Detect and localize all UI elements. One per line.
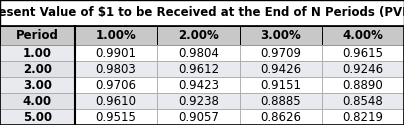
Text: 3.00%: 3.00% — [261, 29, 301, 42]
Text: 0.9901: 0.9901 — [95, 47, 137, 60]
Text: 0.9151: 0.9151 — [260, 79, 301, 92]
Bar — [75, 77, 157, 93]
Bar — [0, 109, 75, 125]
Text: 0.8626: 0.8626 — [260, 110, 301, 124]
Text: 0.9423: 0.9423 — [178, 79, 219, 92]
Text: 0.8219: 0.8219 — [343, 110, 383, 124]
Text: 0.8548: 0.8548 — [343, 95, 383, 108]
Text: 4.00: 4.00 — [23, 95, 52, 108]
Text: Period: Period — [16, 29, 59, 42]
Text: 0.9709: 0.9709 — [260, 47, 301, 60]
Bar — [0, 26, 75, 45]
Text: 0.9706: 0.9706 — [95, 79, 137, 92]
Text: 4.00%: 4.00% — [343, 29, 383, 42]
Bar — [0, 77, 75, 93]
Bar — [240, 109, 322, 125]
Text: 2.00: 2.00 — [23, 63, 52, 76]
Bar — [322, 45, 404, 61]
Bar — [0, 26, 404, 125]
Text: 0.9246: 0.9246 — [343, 63, 383, 76]
Text: 0.9615: 0.9615 — [343, 47, 383, 60]
Bar — [322, 109, 404, 125]
Text: 2.00%: 2.00% — [178, 29, 219, 42]
Bar — [75, 45, 157, 61]
Bar — [0, 0, 404, 26]
Bar — [75, 93, 157, 109]
Bar — [157, 93, 240, 109]
Bar — [240, 93, 322, 109]
Text: 0.9803: 0.9803 — [96, 63, 136, 76]
Text: 0.9804: 0.9804 — [178, 47, 219, 60]
Bar — [240, 61, 322, 77]
Bar — [75, 61, 157, 77]
Bar — [322, 77, 404, 93]
Bar — [0, 45, 75, 61]
Bar — [157, 61, 240, 77]
Text: 1.00%: 1.00% — [96, 29, 136, 42]
Text: 0.9238: 0.9238 — [178, 95, 219, 108]
Text: 1.00: 1.00 — [23, 47, 52, 60]
Bar — [0, 61, 75, 77]
Bar — [157, 45, 240, 61]
Bar — [157, 77, 240, 93]
Bar — [0, 93, 75, 109]
Bar — [240, 26, 322, 45]
Bar — [240, 45, 322, 61]
Text: 0.9610: 0.9610 — [95, 95, 137, 108]
Text: 5.00: 5.00 — [23, 110, 52, 124]
Bar — [240, 77, 322, 93]
Text: 0.9057: 0.9057 — [178, 110, 219, 124]
Text: 0.9426: 0.9426 — [260, 63, 301, 76]
Bar — [322, 61, 404, 77]
Text: 3.00: 3.00 — [23, 79, 52, 92]
Text: 0.9515: 0.9515 — [95, 110, 137, 124]
Bar — [75, 26, 157, 45]
Bar — [75, 109, 157, 125]
Text: 0.8890: 0.8890 — [343, 79, 383, 92]
Text: 0.9612: 0.9612 — [178, 63, 219, 76]
Text: Present Value of $1 to be Received at the End of N Periods (PVIF): Present Value of $1 to be Received at th… — [0, 6, 404, 19]
Bar — [157, 26, 240, 45]
Bar — [322, 26, 404, 45]
Bar — [157, 109, 240, 125]
Bar — [322, 93, 404, 109]
Text: 0.8885: 0.8885 — [261, 95, 301, 108]
